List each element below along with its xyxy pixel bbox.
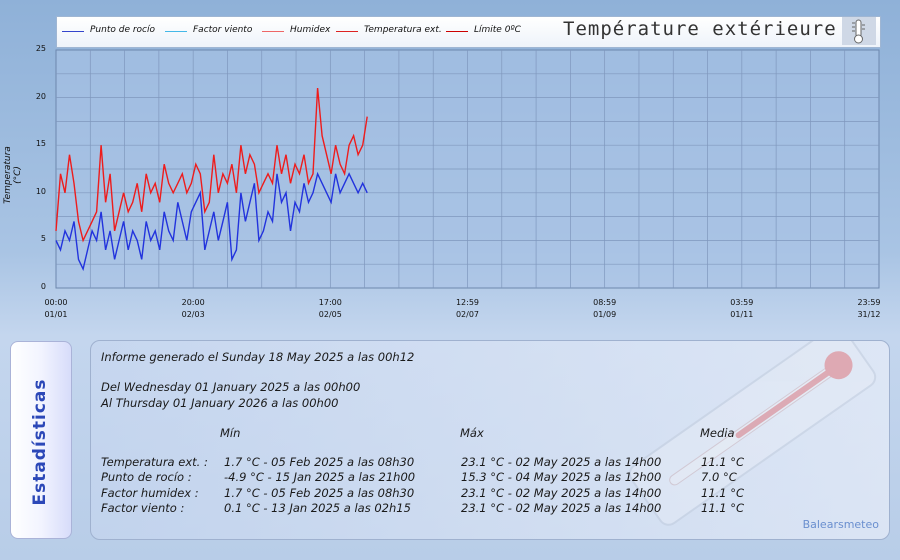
y-tick-label: 20: [35, 91, 46, 101]
y-tick-label: 0: [40, 282, 46, 291]
x-tick-label: 17:00 02/05: [318, 298, 342, 319]
x-tick-label: 00:00 01/01: [44, 298, 68, 319]
row-label: Factor viento :: [101, 501, 185, 515]
max-header: Máx: [460, 426, 484, 440]
legend: [56, 16, 881, 48]
grid-lines: [56, 50, 879, 288]
x-tick-label: 20:00 02/03: [181, 298, 205, 319]
y-tick-label: 5: [40, 234, 46, 244]
thermometer-icon: [842, 17, 876, 45]
row-max: 15.3 °C - 04 May 2025 a las 12h00: [461, 470, 662, 484]
x-tick-label: 12:59 02/07: [455, 298, 480, 319]
legend-swatch: [62, 31, 84, 32]
legend-swatch: [336, 31, 358, 32]
row-label: Factor humidex :: [101, 486, 199, 500]
row-max: 23.1 °C - 02 May 2025 a las 14h00: [461, 486, 662, 500]
series-line-temperatura-ext-: [55, 88, 368, 243]
report-generated-text: Informe generado el Sunday 18 May 2025 a…: [101, 350, 415, 364]
min-header: Mín: [220, 426, 241, 440]
y-tick-label: 25: [35, 44, 46, 53]
legend-label: Humidex: [290, 25, 331, 35]
thermometer-decoration-icon: [628, 341, 877, 526]
avg-header: Media: [700, 426, 735, 440]
row-min: 0.1 °C - 13 Jan 2025 a las 02h15: [224, 501, 411, 515]
row-label: Punto de rocío :: [101, 470, 192, 484]
statistics-tab[interactable]: [10, 341, 72, 539]
row-min: 1.7 °C - 05 Feb 2025 a las 08h30: [224, 486, 415, 500]
y-tick-label: 15: [35, 139, 46, 149]
legend-label: Temperatura ext.: [364, 25, 442, 35]
x-tick-label: 23:59 31/12: [857, 298, 881, 319]
legend-swatch: [446, 31, 468, 32]
legend-swatch: [262, 31, 284, 32]
row-avg: 11.1 °C: [701, 486, 745, 500]
row-label: Temperatura ext. :: [101, 455, 208, 469]
x-tick-label: 08:59 01/09: [593, 298, 617, 319]
statistics-panel: Informe generado el Sunday 18 May 2025 a…: [90, 340, 890, 540]
legend-label: Factor viento: [193, 25, 253, 35]
row-min: 1.7 °C - 05 Feb 2025 a las 08h30: [224, 455, 415, 469]
row-max: 23.1 °C - 02 May 2025 a las 14h00: [461, 501, 662, 515]
row-max: 23.1 °C - 02 May 2025 a las 14h00: [461, 455, 662, 469]
period-from-text: Del Wednesday 01 January 2025 a las 00h0…: [101, 380, 361, 394]
row-min: -4.9 °C - 15 Jan 2025 a las 21h00: [224, 470, 416, 484]
series-lines: [55, 88, 368, 272]
legend-label: Límite 0ºC: [474, 25, 521, 35]
row-avg: 7.0 °C: [701, 470, 737, 484]
legend-swatch: [165, 31, 187, 32]
x-tick-label: 03:59 01/11: [730, 298, 754, 319]
legend-label: Punto de rocío: [90, 25, 156, 35]
chart-title: Température extérieure: [563, 18, 837, 40]
row-avg: 11.1 °C: [701, 455, 745, 469]
y-tick-label: 10: [35, 186, 46, 196]
y-axis-label: Temperatura (°C): [3, 146, 23, 204]
series-line-punto-de-roc-o: [55, 171, 368, 272]
statistics-tab-label: Estadísticas: [30, 378, 50, 506]
period-to-text: Al Thursday 01 January 2026 a las 00h00: [101, 396, 339, 410]
row-avg: 11.1 °C: [701, 501, 745, 515]
credit-text: Balearsmeteo: [802, 518, 879, 531]
